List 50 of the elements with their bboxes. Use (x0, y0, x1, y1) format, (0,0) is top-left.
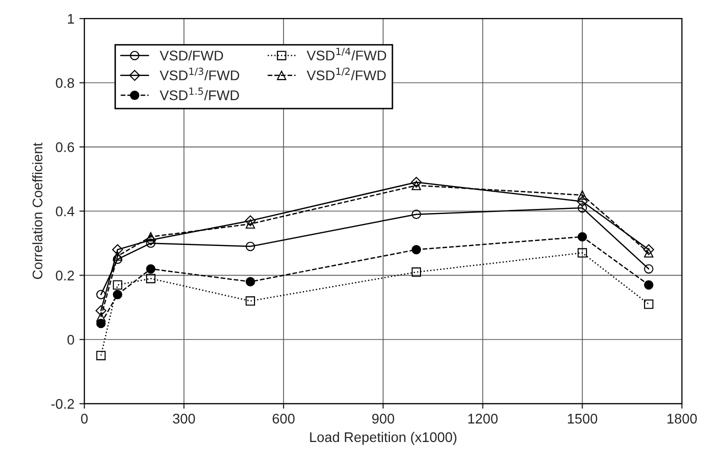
y-tick-label: 0.4 (56, 206, 74, 216)
y-tick-label: 0.2 (56, 270, 74, 280)
point (246, 296, 256, 306)
point (244, 215, 256, 226)
x-axis-title: Load Repetition (x1000) (310, 432, 456, 445)
y-tick-label: 0.6 (56, 142, 74, 152)
point (578, 203, 588, 213)
point (412, 267, 422, 277)
point (410, 176, 422, 188)
point (96, 290, 106, 300)
y-tick-label: -0.2 (51, 399, 74, 409)
point (578, 232, 588, 242)
y-tick-label: 0 (67, 334, 74, 345)
point (146, 264, 156, 274)
point (96, 350, 106, 360)
point (96, 305, 106, 316)
point (246, 242, 256, 252)
legend-label: VSD/FWD (160, 50, 224, 61)
x-tick-label: 1200 (468, 414, 498, 424)
legend-label: VSD$^{1.5}$/FWD (160, 88, 239, 100)
legend-label: VSD$^{1/2}$/FWD (306, 68, 386, 80)
legend-label: VSD$^{1/4}$/FWD (306, 48, 386, 60)
point (145, 234, 156, 246)
point (412, 210, 422, 220)
point (412, 244, 422, 254)
point (246, 219, 256, 229)
point (644, 280, 654, 290)
point (246, 277, 256, 286)
point (578, 248, 588, 258)
x-tick-label: 0 (81, 414, 88, 424)
point (112, 290, 122, 300)
y-tick-label: 1 (68, 14, 74, 24)
x-tick-label: 1500 (568, 414, 598, 424)
point (412, 180, 422, 190)
point (644, 264, 654, 274)
legend-label: VSD$^{1/3}$/FWD (160, 68, 240, 80)
y-axis-title: Correlation Coefficient (32, 142, 42, 279)
point (112, 244, 123, 256)
point (576, 196, 588, 207)
point (644, 248, 654, 258)
y-tick-label: 0.8 (56, 78, 74, 88)
x-tick-label: 300 (172, 414, 195, 424)
x-tick-label: 900 (372, 414, 394, 424)
point (644, 300, 654, 309)
point (578, 190, 588, 200)
point (146, 274, 156, 284)
point (643, 244, 654, 256)
point (112, 280, 122, 290)
x-tick-label: 600 (272, 414, 295, 424)
x-tick-label: 1800 (668, 414, 697, 424)
